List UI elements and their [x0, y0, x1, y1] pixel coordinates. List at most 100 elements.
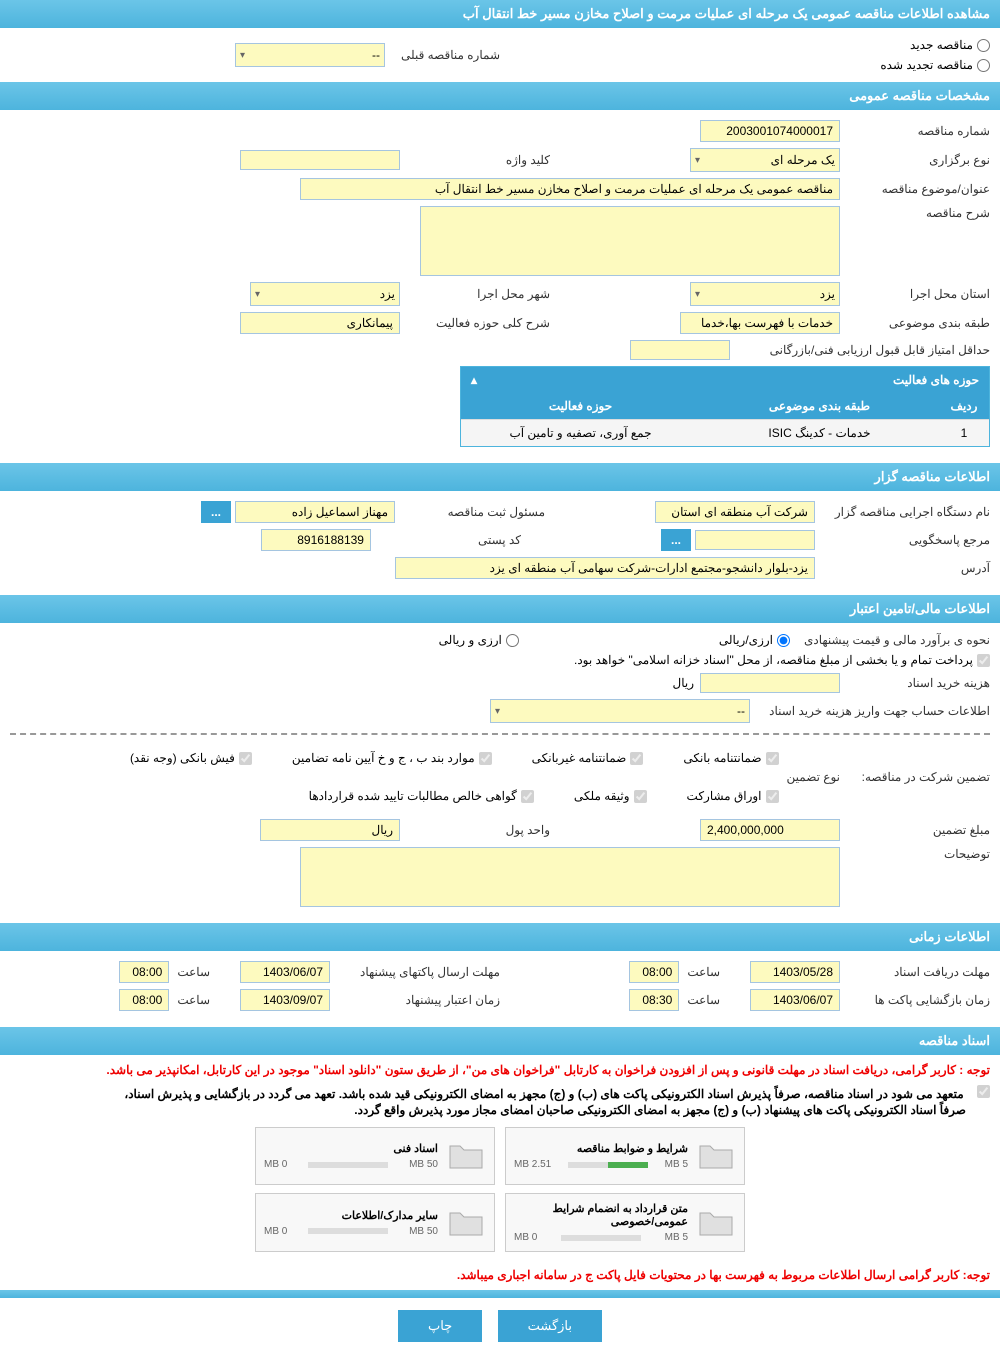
cb-items-label: موارد بند ب ، ج و خ آیین نامه تضامین [292, 751, 475, 765]
accountable-lookup-button[interactable]: ... [661, 529, 691, 551]
province-select[interactable]: یزد ▾ [690, 282, 840, 306]
time-label-3: ساعت [679, 993, 720, 1007]
section-docs-title: اسناد مناقصه [0, 1027, 1000, 1055]
validity-label: زمان اعتبار پیشنهاد [330, 993, 500, 1007]
cell-num: 1 [939, 419, 989, 446]
notes-label: توضیحات [840, 847, 990, 861]
chevron-down-icon: ▾ [695, 155, 700, 166]
subject-label: عنوان/موضوع مناقصه [840, 182, 990, 196]
tender-type-block: مناقصه جدید مناقصه تجدید شده شماره مناقص… [0, 28, 1000, 82]
doc-cost-field[interactable] [700, 673, 840, 693]
org-field: شرکت آب منطقه ای استان [655, 501, 815, 523]
validity-time: 08:00 [119, 989, 169, 1011]
registrar-lookup-button[interactable]: ... [201, 501, 231, 523]
doc-total: 50 MB [409, 1226, 438, 1237]
cb-claims [521, 790, 534, 803]
col-cat: طبقه بندی موضوعی [700, 393, 939, 419]
accountable-label: مرجع پاسخگویی [815, 533, 990, 547]
province-label: استان محل اجرا [840, 287, 990, 301]
cb-items [479, 752, 492, 765]
checkbox-payment-note [977, 654, 990, 667]
table-row: 1 خدمات - کدینگ ISIC جمع آوری، تصفیه و ت… [461, 419, 989, 446]
doc-title: شرایط و ضوابط مناقصه [514, 1142, 688, 1155]
chevron-down-icon: ▾ [695, 289, 700, 300]
doc-card[interactable]: متن قرارداد به انضمام شرایط عمومی/خصوصی … [505, 1193, 745, 1252]
time-label-2: ساعت [169, 965, 210, 979]
province-value: یزد [820, 287, 835, 301]
prev-tender-num-label: شماره مناقصه قبلی [393, 48, 500, 62]
doc-title: متن قرارداد به انضمام شرایط عمومی/خصوصی [514, 1202, 688, 1228]
cb-commitment [977, 1085, 990, 1098]
tender-num-field: 2003001074000017 [700, 120, 840, 142]
holding-type-value: یک مرحله ای [771, 153, 835, 167]
print-button[interactable]: چاپ [398, 1310, 482, 1342]
doc-card[interactable]: شرایط و ضوابط مناقصه 5 MB2.51 MB [505, 1127, 745, 1185]
cb-claims-label: گواهی خالص مطالبات تایید شده قراردادها [309, 789, 517, 803]
submit-label: مهلت ارسال پاکتهای پیشنهاد [330, 965, 500, 979]
accountable-field[interactable] [695, 530, 815, 550]
account-value: -- [737, 704, 745, 718]
activity-table: حوزه های فعالیت ▴ ردیف طبقه بندی موضوعی … [460, 366, 990, 447]
notes-field[interactable] [300, 847, 840, 907]
cb-nonbank-label: ضمانتنامه غیربانکی [532, 751, 627, 765]
doc-used: 0 MB [514, 1232, 537, 1243]
submit-time: 08:00 [119, 961, 169, 983]
back-button[interactable]: بازگشت [498, 1310, 602, 1342]
guarantee-type-label: نوع تضمین [779, 770, 840, 784]
address-label: آدرس [815, 561, 990, 575]
activity-table-title-text: حوزه های فعالیت [893, 373, 979, 387]
time-label-4: ساعت [169, 993, 210, 1007]
prev-tender-num-value: -- [372, 48, 380, 62]
chevron-down-icon: ▾ [240, 50, 245, 61]
holding-type-select[interactable]: یک مرحله ای ▾ [690, 148, 840, 172]
doc-title: اسناد فنی [264, 1142, 438, 1155]
footer-buttons: بازگشت چاپ [0, 1298, 1000, 1354]
cb-bonds-label: اوراق مشارکت [687, 789, 762, 803]
doc-card[interactable]: سایر مدارک/اطلاعات 50 MB0 MB [255, 1193, 495, 1252]
doc-used: 0 MB [264, 1159, 287, 1170]
radio-renewed-tender[interactable] [977, 59, 990, 72]
unit-label: واحد پول [400, 823, 550, 837]
radio-new-tender[interactable] [977, 39, 990, 52]
section-time: مهلت دریافت اسناد 1403/05/28 ساعت 08:00 … [0, 951, 1000, 1027]
folder-icon [696, 1136, 736, 1176]
collapse-icon[interactable]: ▴ [471, 373, 477, 387]
address-field: یزد-بلوار دانشجو-مجتمع ادارات-شرکت سهامی… [395, 557, 815, 579]
account-select[interactable]: -- ▾ [490, 699, 750, 723]
open-time: 08:30 [629, 989, 679, 1011]
radio-new-label: مناقصه جدید [910, 38, 973, 52]
section-general-title: مشخصات مناقصه عمومی [0, 82, 1000, 110]
amount-field: 2,400,000,000 [700, 819, 840, 841]
submit-date: 1403/06/07 [240, 961, 330, 983]
holding-type-label: نوع برگزاری [840, 153, 990, 167]
folder-icon [446, 1136, 486, 1176]
min-score-field[interactable] [630, 340, 730, 360]
docs-row-2: متن قرارداد به انضمام شرایط عمومی/خصوصی … [0, 1193, 1000, 1252]
cb-nonbank [630, 752, 643, 765]
city-select[interactable]: یزد ▾ [250, 282, 400, 306]
radio-arzi-va-riali[interactable] [506, 634, 519, 647]
section-general: شماره مناقصه 2003001074000017 نوع برگزار… [0, 110, 1000, 463]
doc-title: سایر مدارک/اطلاعات [264, 1209, 438, 1222]
chevron-down-icon: ▾ [255, 289, 260, 300]
col-num: ردیف [939, 393, 989, 419]
cb-property [634, 790, 647, 803]
registrar-label: مسئول ثبت مناقصه [395, 505, 545, 519]
doc-total: 5 MB [665, 1159, 688, 1170]
doc-card[interactable]: اسناد فنی 50 MB0 MB [255, 1127, 495, 1185]
city-label: شهر محل اجرا [400, 287, 550, 301]
estimate-label: نحوه ی برآورد مالی و قیمت پیشنهادی [790, 633, 990, 647]
keyword-field[interactable] [240, 150, 400, 170]
tender-num-label: شماره مناقصه [840, 124, 990, 138]
cb-bank [766, 752, 779, 765]
prev-tender-num-select[interactable]: -- ▾ [235, 43, 385, 67]
keyword-label: کلید واژه [400, 153, 550, 167]
cb-fish [239, 752, 252, 765]
postal-label: کد پستی [371, 533, 521, 547]
doc-deadline-label: مهلت دریافت اسناد [840, 965, 990, 979]
radio-arzi-riali[interactable] [777, 634, 790, 647]
radio-arzi-label: ارزی/ریالی [719, 633, 773, 647]
desc-field[interactable] [420, 206, 840, 276]
cell-area: جمع آوری، تصفیه و تامین آب [461, 419, 700, 446]
cb-fish-label: فیش بانکی (وجه نقد) [130, 751, 235, 765]
